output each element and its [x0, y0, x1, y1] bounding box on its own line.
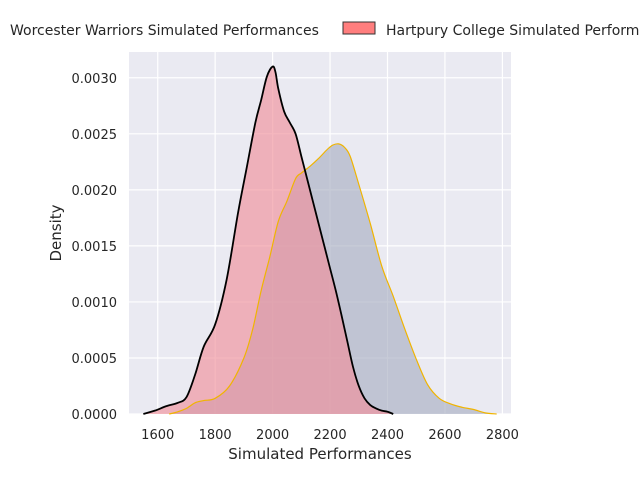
x-tick-label: 2600	[428, 428, 461, 443]
x-axis-ticks: 1600 1800 2000 2200 2400 2600 2800	[141, 428, 519, 443]
y-tick-label: 0.0020	[72, 184, 118, 199]
x-axis-label: Simulated Performances	[228, 445, 412, 463]
y-tick-label: 0.0000	[72, 408, 118, 423]
x-tick-label: 2200	[314, 428, 347, 443]
y-axis-ticks: 0.0000 0.0005 0.0010 0.0015 0.0020 0.0025 0.00…	[72, 72, 118, 423]
density-line-worcester-warriors	[169, 143, 497, 415]
y-tick-label: 0.0005	[72, 352, 118, 367]
legend-swatch-hartpury-college	[342, 21, 376, 35]
y-tick-label: 0.0010	[72, 296, 118, 311]
x-tick-label: 2000	[256, 428, 289, 443]
density-line-hartpury-college	[143, 65, 394, 415]
y-axis-label: Density	[47, 204, 65, 261]
y-tick-label: 0.0015	[72, 240, 118, 255]
density-series	[143, 65, 497, 415]
y-tick-label: 0.0030	[72, 72, 118, 87]
x-tick-label: 2800	[486, 428, 519, 443]
density-area-hartpury-college	[143, 66, 394, 414]
x-tick-label: 2400	[371, 428, 404, 443]
x-tick-label: 1800	[199, 428, 232, 443]
legend: Worcester Warriors Simulated Performance…	[10, 21, 640, 39]
legend-label-hartpury-college: Hartpury College Simulated Performances	[386, 23, 640, 39]
x-tick-label: 1600	[141, 428, 174, 443]
y-tick-label: 0.0025	[72, 128, 118, 143]
legend-label-worcester-warriors: Worcester Warriors Simulated Performance…	[10, 23, 319, 39]
